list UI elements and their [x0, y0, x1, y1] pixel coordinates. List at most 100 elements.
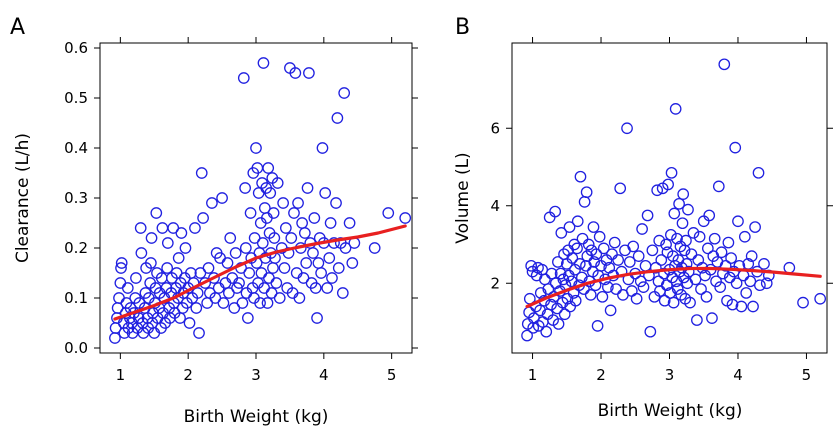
- panel-a-data-point: [113, 292, 125, 304]
- panel-a-data-point: [309, 282, 322, 294]
- panel-a-data-point: [257, 57, 270, 69]
- panel-a-y-tick-label: 0.6: [64, 39, 88, 57]
- panel-b-data-point: [662, 178, 674, 191]
- panel-a-data-point: [236, 297, 249, 309]
- panel-a-data-point: [145, 232, 158, 244]
- panel-b-data-point: [562, 269, 575, 282]
- panel-b-data-point: [621, 122, 633, 135]
- panel-b-data-point: [730, 277, 743, 290]
- panel-a-data-point: [296, 217, 308, 229]
- panel-a-letter: A: [10, 15, 25, 40]
- panel-b-data-point: [673, 197, 685, 210]
- panel-b-data-point: [708, 232, 721, 245]
- panel-b-data-point: [549, 205, 561, 218]
- panel-b-data-point: [745, 250, 758, 262]
- panel-a-data-point: [244, 207, 257, 219]
- panel-a-data-point: [267, 262, 279, 274]
- panel-b-data-point: [623, 256, 636, 268]
- panel-a-data-point: [195, 167, 208, 179]
- panel-a-data-point: [368, 242, 381, 254]
- panel-a-data-point: [293, 292, 306, 304]
- panel-b-data-point: [715, 246, 728, 259]
- panel-a-data-point: [161, 262, 173, 274]
- panel-b-data-point: [783, 261, 796, 274]
- panel-b-data-point: [632, 250, 645, 262]
- panel-a-data-point: [311, 312, 323, 324]
- panel-b-data-point: [593, 230, 606, 243]
- panel-b-data-point: [606, 248, 618, 261]
- panel-a-data-point: [221, 257, 234, 269]
- panel-a-y-tick-label: 0.3: [64, 189, 88, 207]
- panel-b-fit-line: [525, 266, 822, 309]
- panel-b-data-point: [574, 170, 587, 183]
- panel-a-data-point: [183, 317, 196, 329]
- panel-a-data-point: [175, 227, 188, 239]
- panel-b-data-point: [714, 281, 727, 293]
- panel-b-data-point: [666, 271, 679, 284]
- panel-a-y-tick-label: 0.0: [64, 339, 88, 357]
- panel-b-data-point: [565, 275, 578, 288]
- panel-b-data-point: [614, 182, 627, 195]
- panel-b-data-point: [539, 273, 551, 286]
- panel-a-data-point: [115, 257, 128, 269]
- panel-a-data-point: [254, 297, 266, 309]
- panel-b-data-point: [521, 329, 533, 342]
- panel-a-data-point: [285, 232, 298, 244]
- panel-b-data-point: [646, 244, 659, 257]
- panel-b-data-point: [627, 240, 640, 253]
- panel-b-data-point: [665, 228, 677, 241]
- panel-b-data-point: [760, 277, 773, 290]
- panel-a-data-point: [332, 262, 345, 274]
- panel-b-data-point: [758, 258, 770, 270]
- panel-b-y-tick-label: 2: [490, 274, 500, 292]
- panel-b-data-point: [749, 221, 761, 233]
- panel-a-y-tick-label: 0.2: [64, 239, 88, 257]
- panel-a-data-point: [271, 177, 284, 189]
- panel-a-data-point: [217, 297, 230, 309]
- panel-b-data-point: [685, 248, 698, 261]
- panel-b-x-tick-label: 4: [733, 366, 743, 384]
- panel-b-data-point: [648, 290, 661, 303]
- panel-b-data-point: [689, 273, 702, 286]
- panel-a-data-point: [109, 332, 121, 344]
- panel-b-data-point: [667, 296, 680, 309]
- panel-a-data-point: [179, 242, 192, 254]
- panel-b-data-point: [591, 320, 604, 332]
- panel-b-data-point: [725, 252, 737, 264]
- panel-a-data-point: [172, 252, 185, 264]
- panel-b-data-point: [554, 267, 567, 280]
- panel-b-data-point: [558, 308, 571, 321]
- panel-a-y-axis-title: Clearance (L/h): [13, 133, 33, 263]
- panel-a-data-point: [150, 207, 163, 219]
- panel-b-data-point: [723, 271, 736, 284]
- panel-b-data-point: [542, 283, 555, 295]
- panel-b-data-point: [545, 298, 557, 311]
- panel-b-data-point: [735, 300, 748, 313]
- panel-b-data-point: [693, 230, 706, 243]
- panel-b-data-point: [580, 186, 593, 199]
- panel-a-data-point: [145, 257, 157, 269]
- panel-a-data-point: [233, 277, 245, 289]
- panel-a-data-point: [256, 237, 269, 249]
- panel-b-x-axis-title: Birth Weight (kg): [598, 401, 743, 421]
- panel-b-data-point: [578, 196, 591, 208]
- panel-a-fit: [113, 224, 407, 321]
- panel-a-data-point: [190, 302, 203, 314]
- panel-a-data-point: [301, 182, 314, 194]
- panel-b-data-point: [644, 325, 657, 338]
- panel-b-data-point: [747, 300, 759, 313]
- panel-a-y-tick-label: 0.1: [64, 289, 88, 307]
- panel-a-data-point: [243, 267, 256, 279]
- panel-a-points: [109, 57, 412, 344]
- panel-b-data-point: [651, 184, 664, 197]
- panel-b-data-point: [625, 285, 638, 297]
- panel-a-data-point: [189, 222, 201, 234]
- panel-b-data-point: [634, 275, 647, 288]
- panel-b-data-point: [563, 221, 576, 233]
- panel-b-data-point: [710, 275, 722, 288]
- panel-b-data-point: [671, 283, 684, 295]
- panel-b-data-point: [682, 265, 695, 278]
- panel-b-data-point: [754, 279, 766, 292]
- panel-b-x-tick-label: 5: [802, 366, 812, 384]
- panel-a-data-point: [331, 112, 344, 124]
